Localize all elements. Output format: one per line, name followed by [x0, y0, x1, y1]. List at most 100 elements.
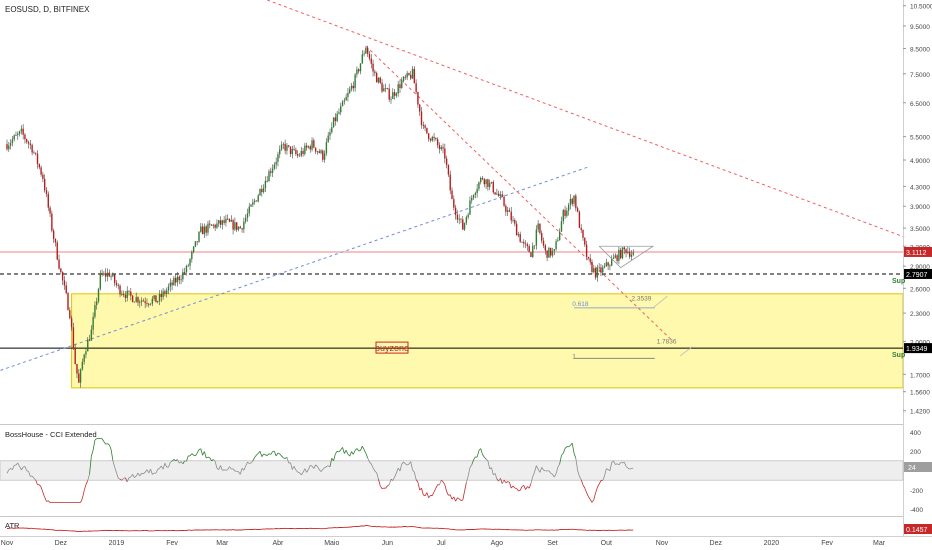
cci-segment	[629, 468, 632, 470]
candle-body	[503, 196, 505, 206]
cci-segment	[374, 470, 377, 474]
cci-segment	[213, 459, 216, 462]
projection-tick-1	[652, 295, 668, 309]
cci-segment	[218, 465, 221, 470]
time-axis[interactable]: Nov Dez 2019 Fev Mar Abr Maio Jun Jul Ago Set Out No…	[1, 540, 886, 547]
candle-body	[29, 143, 32, 145]
annotation-0: 2.3539	[631, 295, 651, 302]
candle-body	[422, 125, 425, 126]
cci-segment	[399, 463, 403, 472]
candle-body	[232, 220, 234, 230]
cci-segment	[439, 479, 442, 486]
candle-body	[585, 244, 588, 257]
time-tick-label: Maio	[324, 540, 339, 547]
candle-body	[90, 329, 93, 341]
candle-body	[456, 214, 459, 220]
candle-body	[458, 218, 460, 220]
level-label-1: 2.7907	[906, 272, 928, 279]
candle-body	[51, 213, 53, 231]
candle-body	[103, 273, 105, 275]
buyzone-rect[interactable]	[71, 293, 904, 389]
cci-segment	[469, 464, 473, 468]
cci-segment	[615, 463, 618, 465]
candle-body	[374, 71, 376, 73]
cci-segment	[47, 500, 51, 503]
candle-body	[569, 198, 572, 205]
price-axis[interactable]: 10.5000 9.5000 8.5000 7.5000 6.5000 5.5000 4.9…	[903, 4, 932, 416]
cci-segment	[482, 454, 485, 458]
candle-body	[605, 262, 608, 266]
candle-body	[327, 135, 329, 143]
cci-segment	[17, 462, 20, 467]
candle-body	[293, 149, 295, 150]
annotation-2: 1.7836	[657, 338, 677, 345]
cci-segment	[94, 438, 97, 441]
cci-segment	[121, 478, 124, 481]
candle-body	[205, 226, 207, 233]
cci-axis[interactable]: 400 200 -200 -400	[910, 430, 923, 514]
candle-body	[618, 249, 620, 261]
cci-segment	[291, 466, 295, 470]
candle-body	[58, 259, 60, 269]
cci-segment	[89, 456, 92, 475]
cci-segment	[519, 486, 523, 491]
candle-body	[183, 272, 186, 273]
candle-body	[113, 274, 116, 283]
time-tick-label: Dez	[55, 540, 68, 547]
cci-segment	[523, 485, 526, 490]
cci-segment	[8, 468, 11, 471]
candle-body	[487, 179, 489, 187]
candle-body	[488, 182, 491, 187]
cci-segment	[134, 475, 137, 478]
candle-body	[288, 145, 290, 147]
cci-segment	[326, 465, 329, 467]
cci-segment	[130, 474, 133, 478]
cci-segment	[335, 451, 338, 455]
candle-body	[375, 72, 378, 83]
cci-segment	[132, 474, 135, 478]
candle-body	[191, 251, 193, 260]
candle-body	[124, 294, 127, 298]
price-tick-label: 7.5000	[910, 72, 930, 79]
candle-body	[302, 150, 304, 154]
candle-body	[429, 139, 432, 141]
price-tick-label: 6.5000	[910, 101, 930, 108]
candle-body	[63, 280, 66, 286]
candle-body	[239, 226, 241, 229]
candle-body	[318, 151, 320, 153]
cci-segment	[503, 479, 507, 483]
candle-body	[295, 149, 297, 155]
candle-body	[35, 152, 37, 154]
cci-segment	[428, 495, 431, 499]
price-tick-label: 1.7000	[910, 372, 930, 379]
candle-body	[445, 158, 448, 166]
candle-body	[325, 142, 328, 154]
candle-body	[350, 85, 353, 90]
candle-body	[22, 128, 24, 135]
candle-body	[576, 208, 579, 212]
cci-segment	[342, 447, 345, 454]
cci-segment	[525, 486, 528, 490]
cci-segment	[261, 453, 264, 457]
cci-band	[0, 460, 904, 481]
cci-segment	[108, 444, 112, 450]
candle-body	[160, 294, 163, 297]
price-tick-label: 8.5000	[910, 46, 930, 53]
cci-segment	[38, 484, 42, 488]
cci-segment	[266, 453, 270, 456]
cci-segment	[589, 499, 593, 503]
candle-body	[427, 133, 430, 140]
cci-segment	[597, 483, 600, 488]
cci-segment	[385, 485, 388, 489]
cci-segment	[552, 474, 555, 478]
cci-segment	[512, 485, 516, 489]
candle-body	[17, 133, 19, 136]
cci-segment	[227, 466, 230, 470]
candle-body	[616, 255, 618, 261]
candle-body	[180, 279, 182, 281]
candle-body	[108, 272, 110, 277]
price-tick-label: 9.5000	[910, 24, 930, 31]
candle-body	[609, 265, 611, 267]
cci-segment	[247, 461, 250, 464]
